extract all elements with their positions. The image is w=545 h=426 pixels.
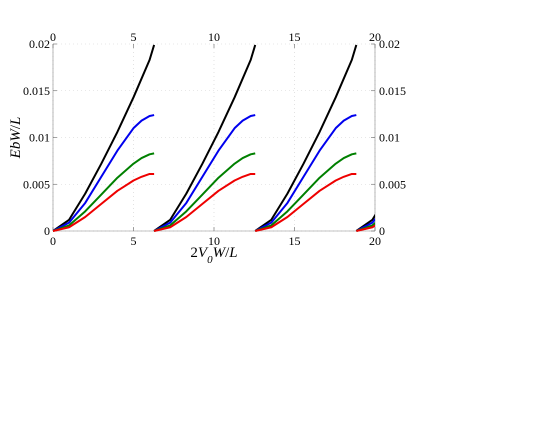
series-line-green: [153, 152, 256, 232]
x-tick-label-bottom: 20: [369, 234, 381, 248]
series-line-green: [254, 152, 357, 232]
x-tick-label-bottom: 0: [50, 234, 56, 248]
series-line-blue: [355, 217, 375, 232]
x-axis-title: 2V0W/L: [190, 245, 237, 266]
series-line-black: [153, 44, 257, 232]
y-tick-label-right: 0.02: [379, 37, 400, 51]
x-tick-label-top: 5: [131, 30, 137, 44]
series-line-blue: [53, 114, 155, 232]
x-tick-label-top: 20: [369, 30, 381, 44]
series-line-black: [254, 44, 358, 232]
y-tick-label-left: 0.015: [23, 84, 50, 98]
series-line-red: [53, 172, 155, 232]
y-tick-label-right: 0.005: [379, 177, 406, 191]
series-line-green: [53, 152, 155, 232]
x-tick-label-bottom: 5: [131, 234, 137, 248]
y-tick-label-right: 0.01: [379, 131, 400, 145]
x-tick-label-top: 15: [289, 30, 301, 44]
series-line-black: [53, 44, 156, 232]
y-tick-label-left: 0.01: [29, 131, 50, 145]
axes: [52, 43, 376, 232]
series-line-blue: [153, 114, 256, 232]
x-tick-label-top: 0: [50, 30, 56, 44]
y-tick-label-left: 0.02: [29, 37, 50, 51]
y-tick-label-right: 0: [379, 224, 385, 238]
series-line-black: [355, 213, 375, 232]
x-tick-label-bottom: 10: [208, 234, 220, 248]
series-line-red: [254, 172, 357, 232]
series-layer: [53, 44, 375, 232]
y-tick-label-left: 0.005: [23, 177, 50, 191]
y-tick-label-left: 0: [44, 224, 50, 238]
series-line-red: [153, 172, 256, 232]
x-tick-label-top: 10: [208, 30, 220, 44]
y-tick-label-right: 0.015: [379, 84, 406, 98]
x-tick-label-bottom: 15: [289, 234, 301, 248]
y-axis-title: EbW/L: [8, 117, 24, 160]
series-line-blue: [254, 114, 357, 232]
